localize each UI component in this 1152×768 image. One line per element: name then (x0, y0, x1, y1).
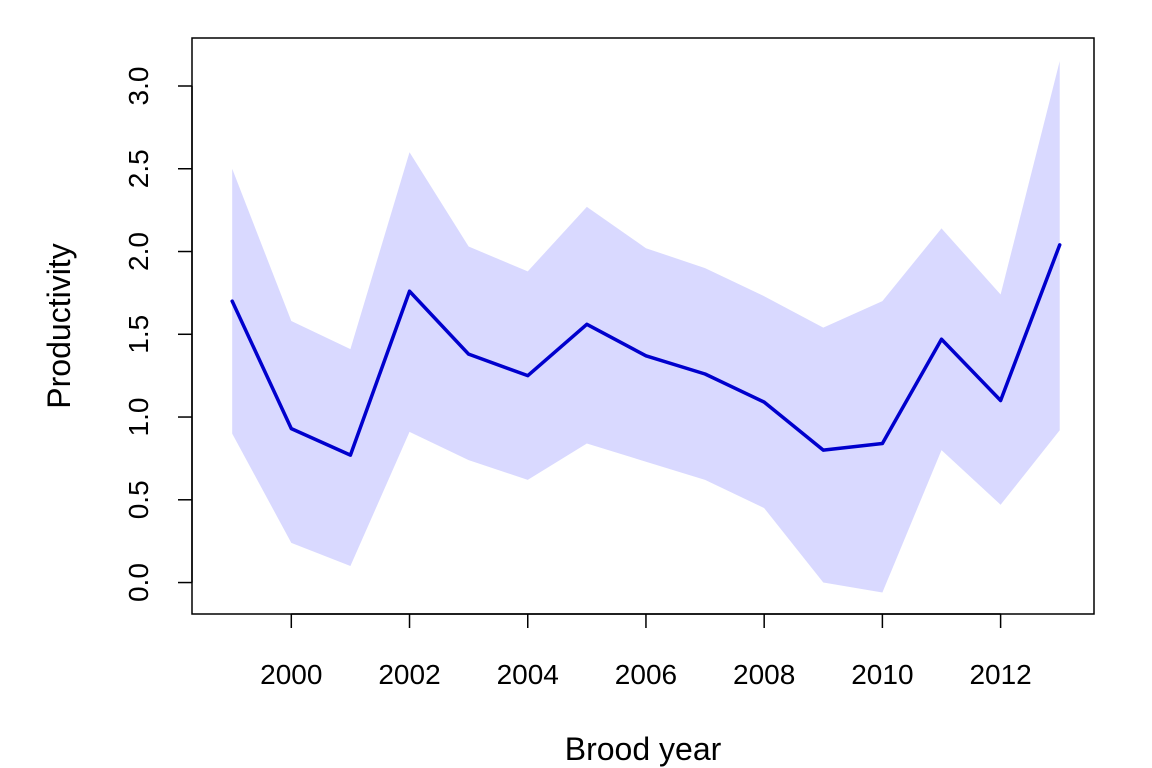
x-axis: 2000 2002 2004 2006 2008 2010 2012 (260, 613, 1032, 690)
x-tick-label: 2002 (378, 659, 440, 690)
data-point (703, 372, 707, 376)
data-point (644, 354, 648, 358)
data-point (230, 299, 234, 303)
data-point (526, 374, 530, 378)
x-tick-label: 2012 (969, 659, 1031, 690)
y-axis: 0.0 0.5 1.0 1.5 2.0 2.5 3.0 (123, 67, 193, 602)
confidence-band-layer (232, 61, 1060, 593)
y-tick-label: 0.5 (123, 480, 154, 519)
y-tick-label: 2.5 (123, 149, 154, 188)
y-tick-label: 3.0 (123, 67, 154, 106)
confidence-band (232, 61, 1060, 593)
data-point (408, 289, 412, 293)
x-tick-label: 2006 (615, 659, 677, 690)
data-point (1058, 243, 1062, 247)
data-point (821, 448, 825, 452)
y-tick-label: 1.5 (123, 315, 154, 354)
y-tick-label: 0.0 (123, 563, 154, 602)
x-axis-title: Brood year (565, 731, 722, 767)
x-tick-label: 2010 (851, 659, 913, 690)
data-point (289, 427, 293, 431)
data-point (467, 352, 471, 356)
data-point (880, 442, 884, 446)
data-point (585, 322, 589, 326)
x-tick-label: 2008 (733, 659, 795, 690)
y-tick-label: 1.0 (123, 398, 154, 437)
x-tick-label: 2004 (497, 659, 559, 690)
x-tick-label: 2000 (260, 659, 322, 690)
data-point (762, 400, 766, 404)
y-tick-label: 2.0 (123, 232, 154, 271)
series-line-layer (230, 243, 1062, 457)
y-axis-title: Productivity (41, 243, 77, 408)
data-point (348, 453, 352, 457)
data-point (999, 398, 1003, 402)
data-point (940, 337, 943, 341)
